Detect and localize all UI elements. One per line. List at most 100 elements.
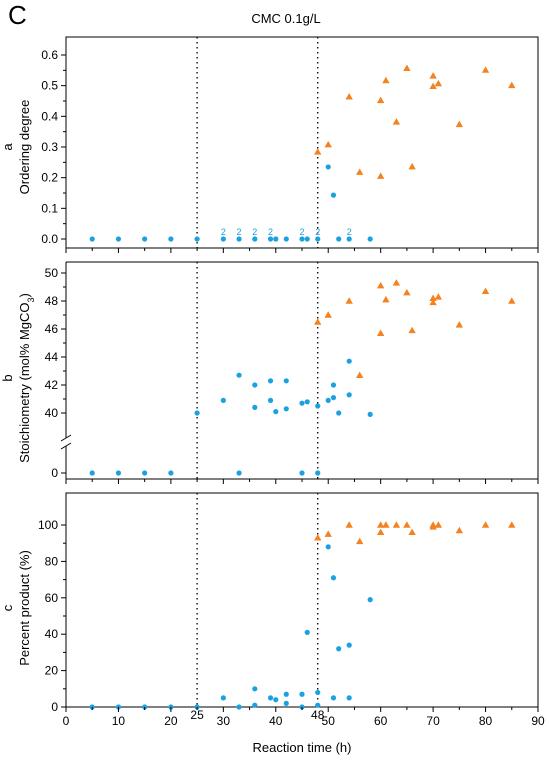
data-point-circle — [330, 395, 337, 401]
data-point-circle — [304, 399, 310, 405]
data-point-triangle — [345, 521, 353, 528]
data-point-triangle — [382, 295, 390, 303]
y-tick-label: 60 — [45, 591, 59, 605]
data-point-circle — [304, 236, 310, 242]
data-point-circle — [367, 236, 373, 242]
data-point-triangle — [408, 326, 416, 334]
data-point-triangle — [376, 281, 385, 289]
y-tick-label: 0 — [51, 466, 58, 480]
data-point-triangle — [314, 534, 322, 541]
data-point-circle — [252, 686, 258, 692]
data-point-triangle — [355, 168, 364, 175]
data-point-triangle — [481, 66, 490, 73]
x-tick-label: 20 — [164, 714, 178, 728]
data-point-circle — [267, 378, 274, 384]
y-tick-label: 0.6 — [41, 48, 58, 62]
data-point-circle — [252, 404, 258, 410]
data-point-triangle — [382, 76, 390, 84]
point-count-label: 2 — [237, 227, 242, 237]
data-point-circle — [283, 378, 289, 384]
y-tick-label: 0.5 — [41, 79, 58, 93]
y-tick-label: 44 — [45, 350, 59, 364]
panel-label-c: c — [0, 604, 15, 611]
y-tick-label: 0.3 — [41, 140, 58, 154]
data-point-triangle — [376, 329, 385, 336]
data-point-circle — [304, 629, 310, 635]
plot-frame-a — [65, 36, 539, 249]
data-point-triangle — [434, 521, 443, 528]
data-point-circle — [168, 470, 174, 476]
reference-line-label: 25 — [190, 708, 204, 722]
data-point-triangle — [376, 521, 385, 528]
data-point-circle — [315, 236, 321, 242]
data-point-circle — [330, 575, 337, 581]
point-count-label: 2 — [347, 227, 352, 237]
data-point-triangle — [429, 82, 437, 90]
y-tick-label: 46 — [45, 322, 59, 336]
data-point-triangle — [429, 72, 437, 79]
data-point-triangle — [314, 318, 322, 325]
data-point-triangle — [345, 93, 353, 100]
data-point-triangle — [403, 288, 411, 296]
data-point-circle — [299, 400, 305, 406]
data-point-triangle — [429, 298, 437, 306]
y-axis-label-b-sub: 3 — [26, 297, 36, 302]
data-point-triangle — [508, 297, 516, 304]
y-tick-label: 100 — [38, 518, 58, 532]
panel-c-plot: 0 20 40 60 80 100 — [38, 492, 539, 714]
data-point-circle — [142, 470, 148, 476]
data-point-triangle — [481, 521, 490, 528]
data-point-triangle — [355, 537, 364, 545]
data-point-circle — [142, 236, 148, 242]
data-point-circle — [236, 704, 242, 710]
x-tick-label: 50 — [322, 714, 336, 728]
data-point-circle — [283, 700, 289, 706]
data-point-circle — [252, 382, 258, 388]
data-point-circle — [89, 236, 95, 242]
data-point-triangle — [434, 293, 443, 300]
data-point-triangle — [434, 79, 443, 87]
data-point-circle — [367, 411, 373, 417]
data-point-triangle — [429, 521, 437, 528]
x-axis: 0 10 20 30 40 50 60 70 80 90 25 48 — [63, 707, 545, 728]
data-point-circle — [283, 406, 289, 412]
axis-break-mark — [60, 434, 72, 442]
data-point-circle — [194, 410, 200, 416]
data-point-circle — [236, 470, 242, 476]
data-point-triangle — [408, 528, 416, 536]
x-tick-label: 70 — [426, 714, 440, 728]
data-point-circle — [336, 236, 342, 242]
data-point-triangle — [382, 521, 390, 528]
plot-frame-c — [65, 492, 539, 708]
data-point-triangle — [455, 120, 464, 128]
data-point-triangle — [324, 140, 332, 148]
y-tick-label: 0.4 — [41, 109, 58, 123]
y-tick-label: 42 — [45, 378, 59, 392]
y-tick-label: 40 — [45, 627, 59, 641]
x-tick-label: 60 — [374, 714, 388, 728]
data-point-circle — [346, 236, 352, 242]
data-point-triangle — [392, 521, 401, 528]
y-axis-label-b-end: ) — [17, 293, 32, 297]
data-point-triangle — [314, 148, 322, 155]
data-point-circle — [115, 236, 122, 242]
panel-label-b: b — [0, 374, 15, 381]
data-point-triangle — [376, 96, 385, 104]
data-point-circle — [315, 470, 321, 476]
x-tick-label: 40 — [269, 714, 283, 728]
data-point-circle — [220, 236, 226, 242]
x-axis-label: Reaction time (h) — [253, 740, 352, 755]
data-point-circle — [220, 695, 226, 701]
y-tick-label: 80 — [45, 554, 59, 568]
panel-label-a: a — [0, 143, 15, 151]
data-point-circle — [299, 691, 305, 697]
data-point-triangle — [408, 162, 416, 170]
data-point-circle — [299, 470, 305, 476]
y-tick-label: 0.2 — [41, 171, 58, 185]
data-point-circle — [315, 702, 321, 708]
y-axis-label-b: Stoichiometry (mol% MgCO3) — [17, 293, 36, 463]
data-point-triangle — [376, 528, 385, 536]
data-point-circle — [273, 697, 279, 703]
panel-b-plot: 40 42 44 46 48 50 0 — [45, 261, 539, 484]
data-point-circle — [367, 597, 373, 603]
